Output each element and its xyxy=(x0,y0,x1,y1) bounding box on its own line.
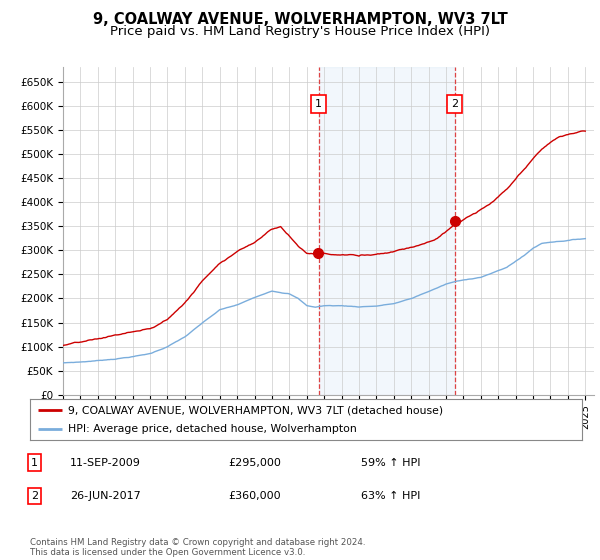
Text: HPI: Average price, detached house, Wolverhampton: HPI: Average price, detached house, Wolv… xyxy=(68,424,356,433)
Text: 2: 2 xyxy=(451,99,458,109)
Text: 11-SEP-2009: 11-SEP-2009 xyxy=(70,458,140,468)
Text: 9, COALWAY AVENUE, WOLVERHAMPTON, WV3 7LT (detached house): 9, COALWAY AVENUE, WOLVERHAMPTON, WV3 7L… xyxy=(68,405,443,415)
Text: £360,000: £360,000 xyxy=(229,491,281,501)
Text: Contains HM Land Registry data © Crown copyright and database right 2024.
This d: Contains HM Land Registry data © Crown c… xyxy=(30,538,365,557)
Text: Price paid vs. HM Land Registry's House Price Index (HPI): Price paid vs. HM Land Registry's House … xyxy=(110,25,490,38)
Text: 9, COALWAY AVENUE, WOLVERHAMPTON, WV3 7LT: 9, COALWAY AVENUE, WOLVERHAMPTON, WV3 7L… xyxy=(92,12,508,27)
Text: 63% ↑ HPI: 63% ↑ HPI xyxy=(361,491,421,501)
Text: 26-JUN-2017: 26-JUN-2017 xyxy=(70,491,140,501)
Text: 2: 2 xyxy=(31,491,38,501)
Text: 59% ↑ HPI: 59% ↑ HPI xyxy=(361,458,421,468)
Text: 1: 1 xyxy=(315,99,322,109)
Bar xyxy=(319,67,455,395)
Text: 1: 1 xyxy=(31,458,38,468)
Text: £295,000: £295,000 xyxy=(229,458,281,468)
